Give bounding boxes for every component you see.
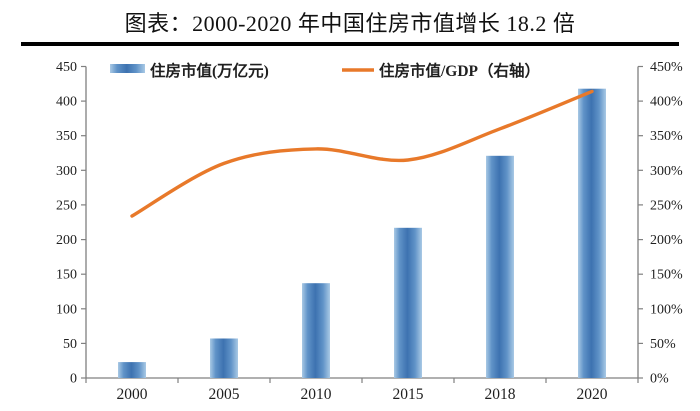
left-axis-tick-label: 250 — [56, 198, 77, 213]
title-underline — [21, 42, 679, 46]
left-axis-tick-label: 150 — [56, 268, 77, 283]
left-axis-tick-label: 300 — [56, 164, 77, 179]
bar-2005 — [210, 338, 238, 378]
x-axis-label: 2010 — [301, 386, 332, 403]
right-axis-tick-label: 50% — [650, 337, 676, 352]
left-axis-tick-label: 400 — [56, 95, 77, 110]
legend-bar-label: 住房市值(万亿元) — [150, 61, 269, 80]
legend-line-label: 住房市值/GDP（右轴） — [379, 61, 540, 80]
legend-bar-swatch — [110, 64, 145, 73]
left-axis-tick-label: 450 — [56, 60, 77, 75]
x-axis-label: 2005 — [209, 386, 240, 403]
bar-2018 — [486, 155, 514, 378]
left-axis-tick-label: 100 — [56, 302, 77, 317]
left-axis-tick-label: 0 — [70, 372, 77, 387]
left-axis-tick-label: 350 — [56, 129, 77, 144]
right-axis-tick-label: 450% — [650, 60, 683, 75]
right-axis-tick-label: 300% — [650, 164, 683, 179]
x-axis-label: 2000 — [117, 386, 148, 403]
bar-2020 — [578, 88, 606, 378]
right-axis-tick-label: 400% — [650, 95, 683, 110]
bar-2010 — [302, 283, 330, 378]
right-axis-tick-label: 250% — [650, 198, 683, 213]
bar-2000 — [118, 362, 146, 378]
right-axis-tick-label: 0% — [650, 372, 669, 387]
right-axis-tick-label: 100% — [650, 302, 683, 317]
x-axis-label: 2018 — [485, 386, 516, 403]
right-axis-tick-label: 200% — [650, 233, 683, 248]
left-axis-tick-label: 200 — [56, 233, 77, 248]
chart-title: 图表：2000-2020 年中国住房市值增长 18.2 倍 — [124, 11, 576, 36]
right-axis-tick-label: 350% — [650, 129, 683, 144]
left-axis-tick-label: 50 — [63, 337, 77, 352]
right-axis-tick-label: 150% — [650, 268, 683, 283]
bar-2015 — [394, 227, 422, 378]
x-axis-label: 2020 — [577, 386, 608, 403]
gdp-ratio-line — [130, 89, 594, 218]
x-axis-label: 2015 — [393, 386, 424, 403]
